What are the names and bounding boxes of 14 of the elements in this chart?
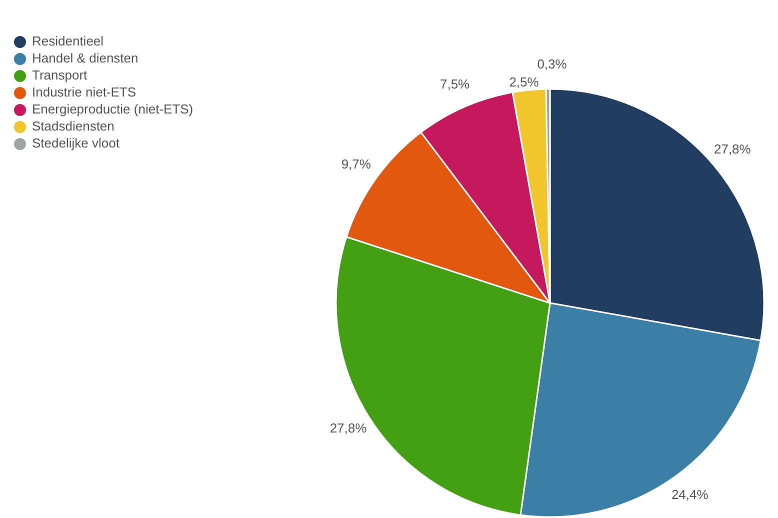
legend-label: Transport xyxy=(32,67,88,82)
legend-label: Residentieel xyxy=(32,33,104,48)
data-label: 0,3% xyxy=(537,56,568,72)
data-label: 9,7% xyxy=(341,156,372,172)
legend-label: Energieproductie (niet-ETS) xyxy=(32,101,194,116)
data-label: 27,8% xyxy=(714,142,752,157)
data-label: 7,5% xyxy=(440,76,470,92)
data-label: 27,8% xyxy=(330,420,368,436)
data-label: 2,5% xyxy=(509,74,540,90)
legend-label: Handel & diensten xyxy=(32,50,138,66)
legend-label: Stadsdiensten xyxy=(32,118,114,134)
data-label: 24,4% xyxy=(671,486,709,502)
legend-label: Stedelijke vloot xyxy=(32,135,120,150)
legend-label: Industrie niet-ETS xyxy=(32,84,136,100)
